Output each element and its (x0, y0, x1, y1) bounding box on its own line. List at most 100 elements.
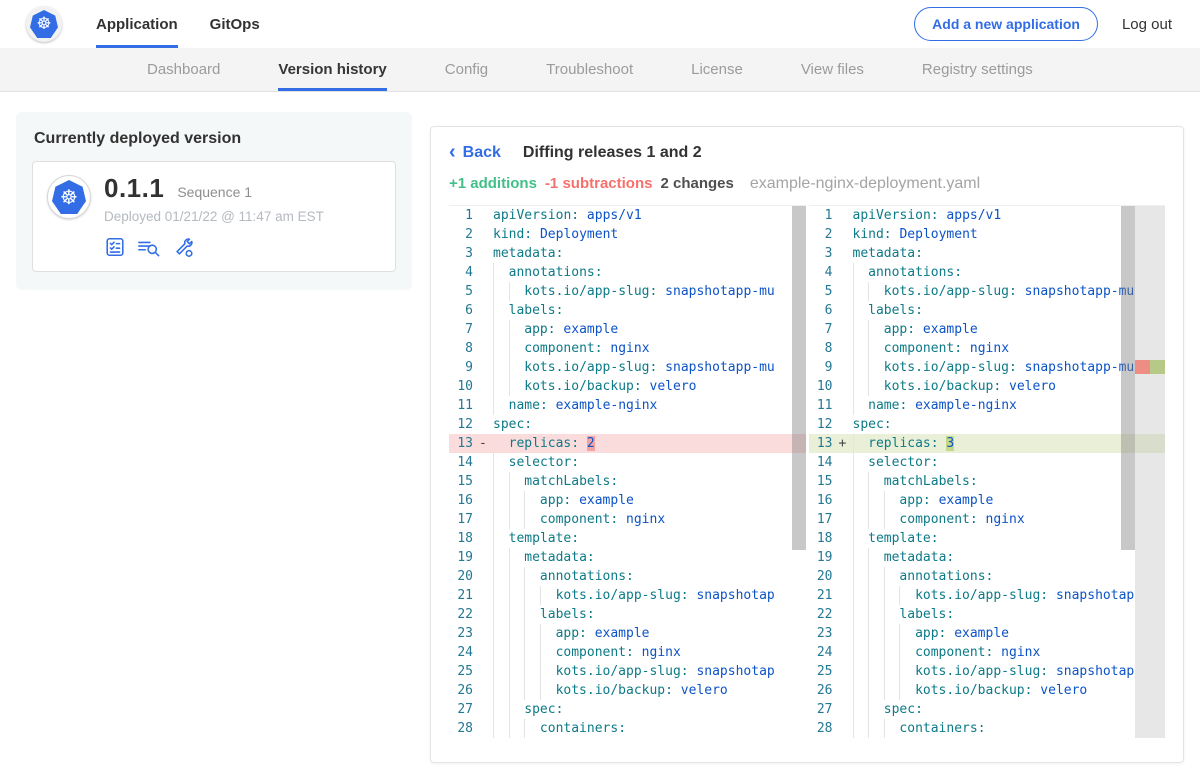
topnav-spacer (260, 0, 914, 48)
diff-marker: + (838, 436, 847, 451)
indent-guide (539, 662, 556, 681)
line-number: 28 (816, 721, 833, 736)
indent-guide (524, 510, 540, 529)
code-text: containers: (493, 719, 806, 738)
tab-application[interactable]: Application (96, 0, 178, 48)
subnav-config[interactable]: Config (444, 61, 489, 78)
indent-guide (493, 548, 509, 567)
diff-marker (839, 377, 853, 396)
code-line: 15 matchLabels: (809, 472, 1166, 491)
diff-marker (479, 263, 493, 282)
line-number: 15 (457, 474, 473, 489)
code-text: app: example (493, 624, 806, 643)
code-text: metadata: (852, 548, 1136, 567)
deploy-logs-icon[interactable] (137, 236, 161, 258)
line-number: 14 (816, 455, 833, 470)
code-line: 7 app: example (449, 320, 806, 339)
diff-marker (839, 510, 853, 529)
add-application-button[interactable]: Add a new application (914, 7, 1098, 41)
subnav-dashboard[interactable]: Dashboard (147, 61, 221, 78)
indent-guide (493, 700, 509, 719)
subnav-license[interactable]: License (691, 61, 743, 78)
diff-pane-original[interactable]: 1 apiVersion: apps/v1 2 kind: Deployment 3 me… (449, 205, 806, 738)
kubernetes-helm-icon: ☸ (30, 10, 58, 38)
indent-guide (852, 586, 869, 605)
line-number: 20 (457, 569, 473, 584)
diff-marker (479, 225, 493, 244)
code-text: kots.io/app-slug: snapshotap (852, 586, 1136, 605)
additions-count: +1 additions (449, 175, 537, 192)
scrollbar-thumb[interactable] (791, 206, 806, 550)
indent-guide (524, 567, 540, 586)
code-line: 24 component: nginx (449, 643, 806, 662)
indent-guide (852, 548, 869, 567)
code-text: kots.io/backup: velero (852, 681, 1136, 700)
line-number: 8 (465, 341, 473, 356)
code-text: labels: (493, 301, 806, 320)
indent-guide (883, 643, 900, 662)
indent-guide (493, 662, 509, 681)
line-number: 10 (816, 379, 833, 394)
subnav-registry-settings[interactable]: Registry settings (921, 61, 1033, 78)
indent-guide (539, 586, 556, 605)
indent-guide (852, 434, 869, 453)
code-text: kind: Deployment (852, 227, 978, 242)
code-line: 1 apiVersion: apps/v1 (809, 206, 1166, 225)
line-number: 1 (465, 208, 473, 223)
line-number: 4 (824, 265, 833, 280)
scrollbar-thumb[interactable] (1121, 206, 1135, 550)
edit-config-icon[interactable] (172, 236, 195, 258)
indent-guide (852, 491, 869, 510)
line-number: 26 (816, 683, 833, 698)
code-line: 9 kots.io/app-slug: snapshotapp-mu (809, 358, 1166, 377)
indent-guide (508, 377, 525, 396)
indent-guide (868, 377, 884, 396)
diff-marker (479, 377, 493, 396)
diff-marker (839, 225, 853, 244)
ruler-addition-marker (1150, 360, 1165, 374)
diff-pane-modified[interactable]: 1 apiVersion: apps/v1 2 kind: Deployment 3 me… (808, 205, 1166, 738)
indent-guide (852, 624, 869, 643)
diff-marker (479, 662, 493, 681)
diff-marker (479, 320, 493, 339)
preflight-checks-icon[interactable] (104, 236, 126, 258)
diff-marker (839, 472, 853, 491)
code-text: metadata: (493, 548, 806, 567)
line-number: 6 (465, 303, 473, 318)
top-nav: ☸ Application GitOps Add a new applicati… (0, 0, 1200, 48)
line-number: 2 (824, 227, 833, 242)
kubernetes-logo: ☸ (26, 6, 62, 42)
line-number: 9 (465, 360, 473, 375)
indent-guide (493, 377, 509, 396)
code-text: annotations: (493, 567, 806, 586)
indent-guide (493, 339, 509, 358)
indent-guide (493, 358, 509, 377)
changes-count: 2 changes (660, 175, 734, 192)
indent-guide (868, 681, 884, 700)
code-text: component: nginx (852, 339, 1136, 358)
tab-gitops[interactable]: GitOps (209, 15, 260, 33)
back-button[interactable]: ‹ Back (449, 142, 501, 163)
logout-link[interactable]: Log out (1121, 15, 1172, 33)
indent-guide (493, 396, 509, 415)
code-line: 10 kots.io/backup: velero (449, 377, 806, 396)
code-line: 14 selector: (449, 453, 806, 472)
code-line: 11 name: example-nginx (449, 396, 806, 415)
indent-guide (852, 567, 869, 586)
diff-marker (479, 567, 493, 586)
indent-guide (508, 681, 525, 700)
subnav-view-files[interactable]: View files (800, 61, 864, 78)
app-sub-nav: Dashboard Version history Config Trouble… (0, 48, 1200, 92)
indent-guide (852, 510, 869, 529)
diff-marker (839, 339, 853, 358)
code-line: 26 kots.io/backup: velero (449, 681, 806, 700)
subnav-troubleshoot[interactable]: Troubleshoot (546, 61, 634, 78)
subnav-version-history[interactable]: Version history (278, 48, 387, 91)
line-number: 7 (824, 322, 833, 337)
code-text: kots.io/app-slug: snapshotap (852, 662, 1136, 681)
diff-marker (479, 586, 493, 605)
diff-marker (839, 586, 853, 605)
indent-guide (852, 529, 869, 548)
indent-guide (493, 434, 509, 453)
code-text: replicas: 2 (493, 434, 806, 453)
